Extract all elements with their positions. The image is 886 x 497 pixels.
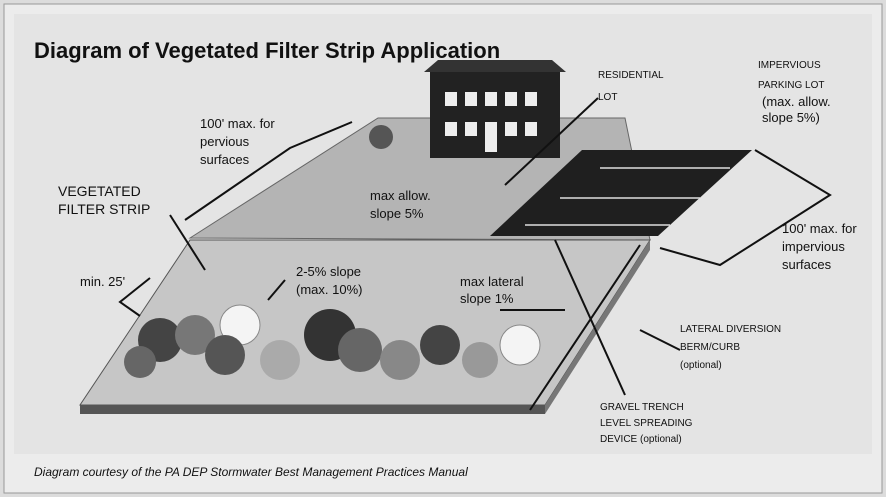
label: min. 25' — [80, 274, 125, 289]
label: FILTER STRIP — [58, 201, 150, 217]
label: pervious — [200, 134, 250, 149]
strip-edge — [80, 405, 545, 414]
label: impervious — [782, 239, 845, 254]
windows — [445, 92, 537, 152]
label: surfaces — [782, 257, 832, 272]
label: DEVICE (optional) — [600, 434, 682, 445]
roof — [424, 60, 566, 72]
title: Diagram of Vegetated Filter Strip Applic… — [34, 38, 500, 63]
tree — [369, 125, 393, 149]
label: 100' max. for — [782, 221, 857, 236]
label: slope 5%) — [762, 110, 820, 125]
label: max allow. — [370, 188, 431, 203]
label: slope 5% — [370, 206, 424, 221]
label: 2-5% slope — [296, 264, 361, 279]
label: GRAVEL TRENCH — [600, 402, 684, 413]
label: (optional) — [680, 360, 722, 371]
label: (max. allow. — [762, 94, 831, 109]
leader-lines — [118, 97, 832, 411]
label: PARKING LOT — [758, 80, 825, 91]
label: VEGETATED — [58, 183, 141, 199]
label: IMPERVIOUS — [758, 60, 821, 71]
label: LEVEL SPREADING — [600, 418, 693, 429]
caption: Diagram courtesy of the PA DEP Stormwate… — [34, 465, 468, 479]
parking-stripes — [525, 167, 730, 226]
strip-side — [545, 240, 650, 414]
label: BERM/CURB — [680, 342, 740, 353]
label: RESIDENTIAL — [598, 70, 664, 81]
label: max lateral — [460, 274, 524, 289]
trees — [124, 304, 541, 380]
label: LOT — [598, 92, 617, 103]
label: LATERAL DIVERSION — [680, 324, 781, 335]
label: 100' max. for — [200, 116, 275, 131]
label: (max. 10%) — [296, 282, 362, 297]
label: surfaces — [200, 152, 250, 167]
label: slope 1% — [460, 291, 514, 306]
parking-lot — [490, 150, 752, 236]
